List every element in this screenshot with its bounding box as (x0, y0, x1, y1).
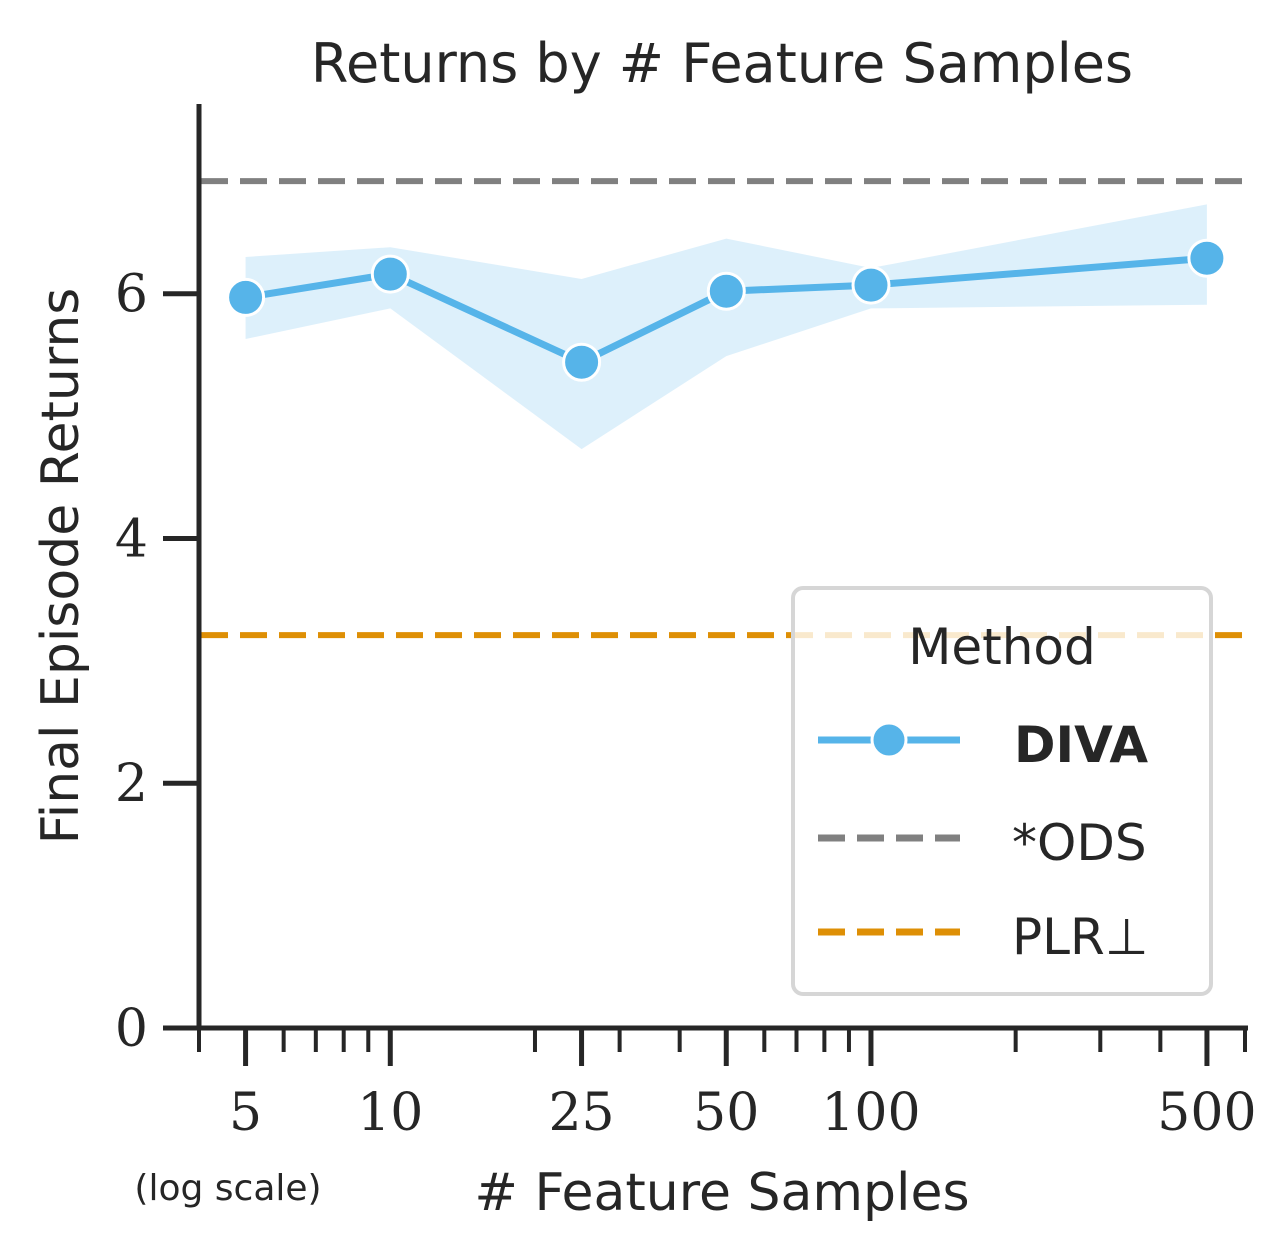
x-tick-label: 5 (229, 1083, 262, 1143)
data-point (370, 254, 410, 294)
x-ticks: 5 10 25 50 100 500 (197, 1030, 1257, 1143)
y-tick-label: 0 (115, 999, 148, 1059)
legend-entry-plr: PLR⊥ (1012, 908, 1148, 966)
confidence-band (245, 204, 1207, 450)
y-tick-label: 4 (115, 509, 148, 569)
x-axis-note: (log scale) (134, 1168, 321, 1209)
data-point (706, 271, 746, 311)
legend-entry-diva: DIVA (1014, 716, 1148, 774)
legend-box (791, 586, 1213, 996)
data-point (226, 277, 266, 317)
x-tick-label: 25 (548, 1083, 614, 1143)
legend-title: Method (908, 618, 1096, 676)
data-point (851, 265, 891, 305)
data-point (1187, 238, 1227, 278)
x-tick-label: 10 (357, 1083, 423, 1143)
chart-title: Returns by # Feature Samples (311, 32, 1133, 95)
x-tick-label: 500 (1157, 1083, 1256, 1143)
legend-marker-diva (870, 721, 908, 759)
x-tick-label: 50 (693, 1083, 759, 1143)
y-tick-label: 2 (115, 754, 148, 814)
data-point (562, 342, 602, 382)
series-line-diva (245, 254, 1208, 366)
y-ticks: 0 2 4 6 (115, 265, 199, 1059)
y-axis-label: Final Episode Returns (31, 288, 91, 845)
legend-entry-ods: *ODS (1012, 814, 1147, 872)
x-tick-label: 100 (821, 1083, 920, 1143)
y-tick-label: 6 (115, 265, 148, 325)
legend: Method DIVA *ODS PLR⊥ (791, 586, 1213, 996)
x-axis-label: # Feature Samples (474, 1163, 969, 1223)
plot-area (201, 178, 1245, 639)
